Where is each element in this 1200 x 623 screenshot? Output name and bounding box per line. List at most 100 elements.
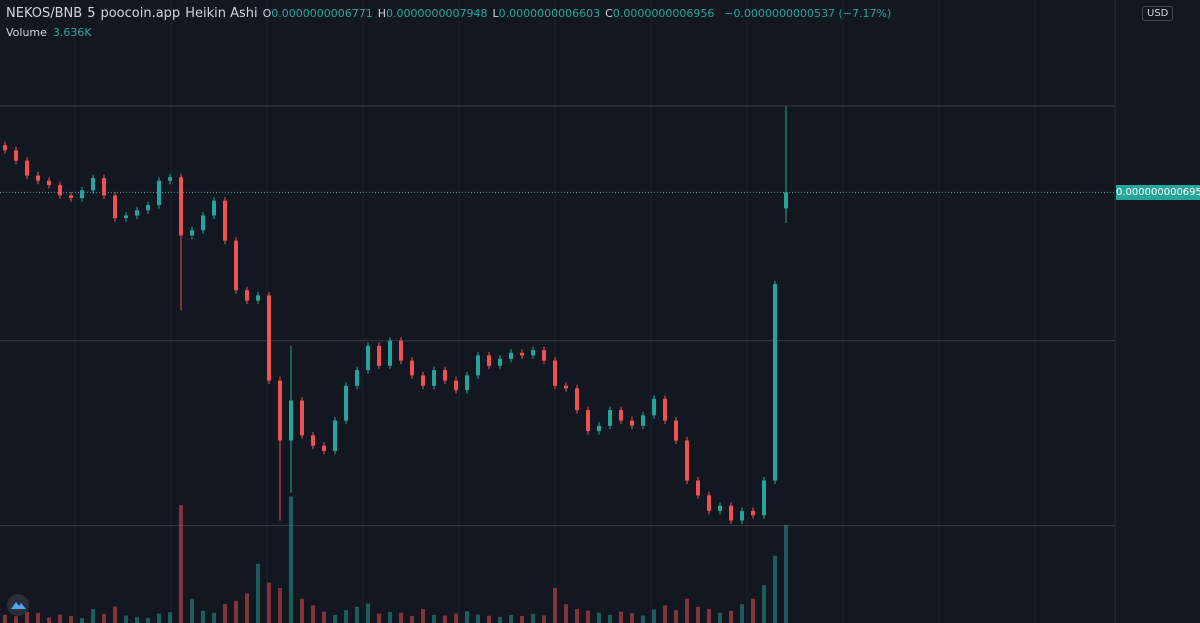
candle-body <box>597 425 601 431</box>
candle-body <box>553 360 557 386</box>
volume-bar <box>729 610 733 623</box>
volume-bar <box>498 616 502 623</box>
interval: 5 <box>87 6 96 21</box>
candle-body <box>377 345 381 366</box>
volume-bar <box>14 616 18 623</box>
legend: NEKOS/BNB 5 poocoin.app Heikin Ashi O0.00000… <box>6 6 896 21</box>
candle-body <box>245 290 249 301</box>
last-price-label: 0.0000000006956 <box>1116 184 1200 200</box>
candle-body <box>168 177 172 181</box>
candle-body <box>344 385 348 421</box>
candle-body <box>201 215 205 231</box>
ohlc-value: 0.0000000006956 <box>612 7 715 20</box>
volume-bar <box>707 609 711 623</box>
volume-bar <box>245 593 249 623</box>
volume-bar <box>553 588 557 623</box>
candle-body <box>762 480 766 516</box>
volume-bar <box>542 615 546 623</box>
candle-body <box>311 435 315 446</box>
volume-bar <box>520 616 524 623</box>
volume-bar <box>157 613 161 623</box>
candle-body <box>465 375 469 391</box>
volume-bar <box>421 609 425 623</box>
volume-bar <box>443 615 447 623</box>
volume-bar <box>410 616 414 623</box>
volume-bar <box>267 582 271 623</box>
volume-bar <box>91 609 95 623</box>
price-scale <box>1115 0 1200 623</box>
volume-title: Volume <box>6 26 47 39</box>
volume-bar <box>652 609 656 623</box>
volume-bar <box>366 603 370 623</box>
candle-body <box>652 398 656 416</box>
volume-bar <box>531 613 535 623</box>
candle-body <box>542 350 546 361</box>
volume-bar <box>762 585 766 623</box>
candle-body <box>58 185 62 196</box>
candle-body <box>256 295 260 301</box>
candle-body <box>267 295 271 381</box>
candle-body <box>410 360 414 376</box>
volume-bar <box>322 611 326 623</box>
candle-body <box>25 160 29 176</box>
candle-body <box>47 180 51 186</box>
candle-body <box>234 240 238 291</box>
volume-bar <box>168 612 172 623</box>
volume-bar <box>487 615 491 623</box>
volume-bar <box>36 612 40 623</box>
volume-bar <box>784 525 788 623</box>
volume-bar <box>47 617 51 623</box>
candle-body <box>740 510 744 521</box>
candle-body <box>729 505 733 521</box>
volume-bar <box>399 612 403 623</box>
candle-body <box>718 505 722 511</box>
candle-body <box>564 385 568 389</box>
ohlc-key: O <box>262 7 272 20</box>
volume-bar <box>289 496 293 623</box>
volume-bar <box>619 611 623 623</box>
candle-body <box>476 355 480 376</box>
volume-bar <box>146 617 150 623</box>
volume-bar <box>344 610 348 623</box>
currency-select[interactable]: USD <box>1142 6 1174 21</box>
candle-body <box>157 180 161 206</box>
candle-body <box>696 480 700 496</box>
candle-body <box>608 410 612 426</box>
candle-body <box>773 284 777 481</box>
candle-body <box>575 388 579 411</box>
volume-bar <box>201 610 205 623</box>
volume-bar <box>278 588 282 623</box>
volume-bar <box>476 614 480 623</box>
candle-body <box>322 445 326 451</box>
volume-bar <box>740 604 744 623</box>
candle-body <box>685 440 689 481</box>
volume-bar <box>641 615 645 623</box>
volume-bar <box>300 598 304 623</box>
candle-body <box>80 190 84 199</box>
ohlc-value: 0.0000000006771 <box>271 7 373 20</box>
volume-bar <box>718 612 722 623</box>
candle-body <box>300 400 304 436</box>
candle-body <box>663 398 667 421</box>
candle-body <box>190 230 194 236</box>
candle-body <box>124 215 128 219</box>
candle-body <box>630 420 634 426</box>
ohlc-key: C <box>605 7 613 20</box>
candle-body <box>278 380 282 441</box>
volume-bar <box>256 563 260 623</box>
volume-bar <box>113 606 117 623</box>
ohlc-key: L <box>492 7 499 20</box>
candle-body <box>355 370 359 386</box>
volume-bar <box>663 605 667 623</box>
volume-bar <box>597 612 601 623</box>
candle-body <box>113 195 117 219</box>
volume-bar <box>586 610 590 623</box>
chart-style: Heikin Ashi <box>185 6 258 21</box>
candle-body <box>619 410 623 421</box>
candle-body <box>454 380 458 391</box>
ohlc: O0.0000000006771 H0.0000000007948 L0.00000… <box>263 6 720 21</box>
volume-bar <box>465 611 469 623</box>
volume-bar <box>311 605 315 623</box>
candle-body <box>674 420 678 441</box>
